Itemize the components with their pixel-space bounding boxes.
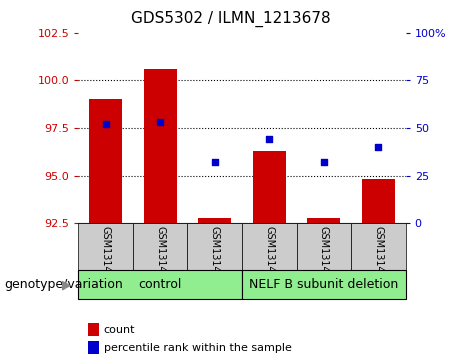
Bar	[144, 69, 177, 223]
Text: GSM1314046: GSM1314046	[373, 225, 384, 291]
Bar	[78, 270, 242, 299]
Text: GSM1314044: GSM1314044	[264, 225, 274, 291]
Bar	[188, 223, 242, 270]
Bar	[198, 217, 231, 223]
Text: ▶: ▶	[62, 278, 72, 291]
Text: GSM1314045: GSM1314045	[319, 225, 329, 291]
Point	[211, 159, 219, 165]
Text: GSM1314042: GSM1314042	[155, 225, 165, 291]
Bar	[362, 179, 395, 223]
Point	[266, 136, 273, 142]
Text: control: control	[138, 278, 182, 291]
Point	[320, 159, 327, 165]
Bar	[133, 223, 188, 270]
Bar	[296, 223, 351, 270]
Text: genotype/variation: genotype/variation	[5, 278, 124, 291]
Bar	[242, 270, 406, 299]
Text: GSM1314043: GSM1314043	[210, 225, 220, 291]
Bar	[242, 223, 296, 270]
Bar	[307, 217, 340, 223]
Point	[375, 144, 382, 150]
Bar	[89, 99, 122, 223]
Text: GSM1314041: GSM1314041	[100, 225, 111, 291]
Point	[102, 121, 109, 127]
Text: count: count	[104, 325, 135, 335]
Bar	[253, 151, 286, 223]
Text: percentile rank within the sample: percentile rank within the sample	[104, 343, 292, 353]
Bar	[351, 223, 406, 270]
Text: NELF B subunit deletion: NELF B subunit deletion	[249, 278, 398, 291]
Bar	[78, 223, 133, 270]
Point	[157, 119, 164, 125]
Text: GDS5302 / ILMN_1213678: GDS5302 / ILMN_1213678	[130, 11, 331, 27]
